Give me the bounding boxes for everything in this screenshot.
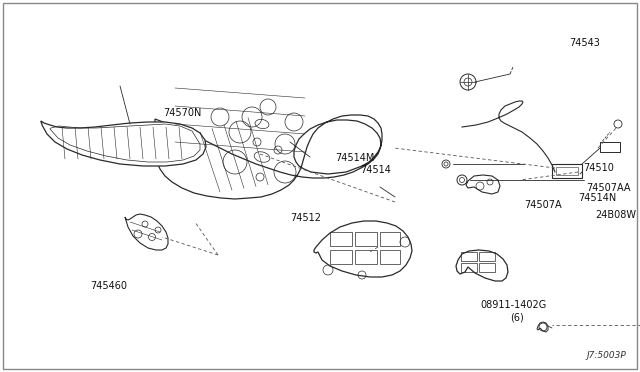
Bar [330, 232, 352, 246]
Text: 74510: 74510 [583, 163, 614, 173]
Text: 74570N: 74570N [163, 108, 202, 118]
Text: 08911-1402G: 08911-1402G [480, 300, 547, 310]
Bar [461, 252, 477, 261]
Text: 74514N: 74514N [578, 193, 616, 203]
Bar [380, 250, 400, 264]
Polygon shape [41, 121, 206, 166]
Bar [552, 164, 582, 178]
Polygon shape [456, 250, 508, 281]
Text: 74514M: 74514M [335, 153, 374, 163]
Bar [461, 263, 477, 272]
Bar [600, 142, 620, 152]
Polygon shape [314, 221, 412, 277]
Bar [479, 252, 495, 261]
Bar [355, 232, 377, 246]
Polygon shape [537, 322, 548, 332]
Text: 74543: 74543 [569, 38, 600, 48]
Bar [330, 250, 352, 264]
Text: 74507AA: 74507AA [586, 183, 630, 193]
Text: 745460: 745460 [90, 281, 127, 291]
Text: J7:5003P: J7:5003P [586, 351, 626, 360]
Text: 74512: 74512 [290, 213, 321, 223]
Bar [556, 167, 578, 175]
Bar [380, 232, 400, 246]
Text: 74514: 74514 [360, 165, 391, 175]
Polygon shape [466, 175, 500, 194]
Bar [355, 250, 377, 264]
Polygon shape [125, 214, 168, 250]
Text: 24B08W: 24B08W [595, 210, 636, 220]
Polygon shape [155, 115, 382, 199]
Bar [479, 263, 495, 272]
Text: 74507A: 74507A [524, 200, 562, 210]
Text: (6): (6) [510, 313, 524, 323]
